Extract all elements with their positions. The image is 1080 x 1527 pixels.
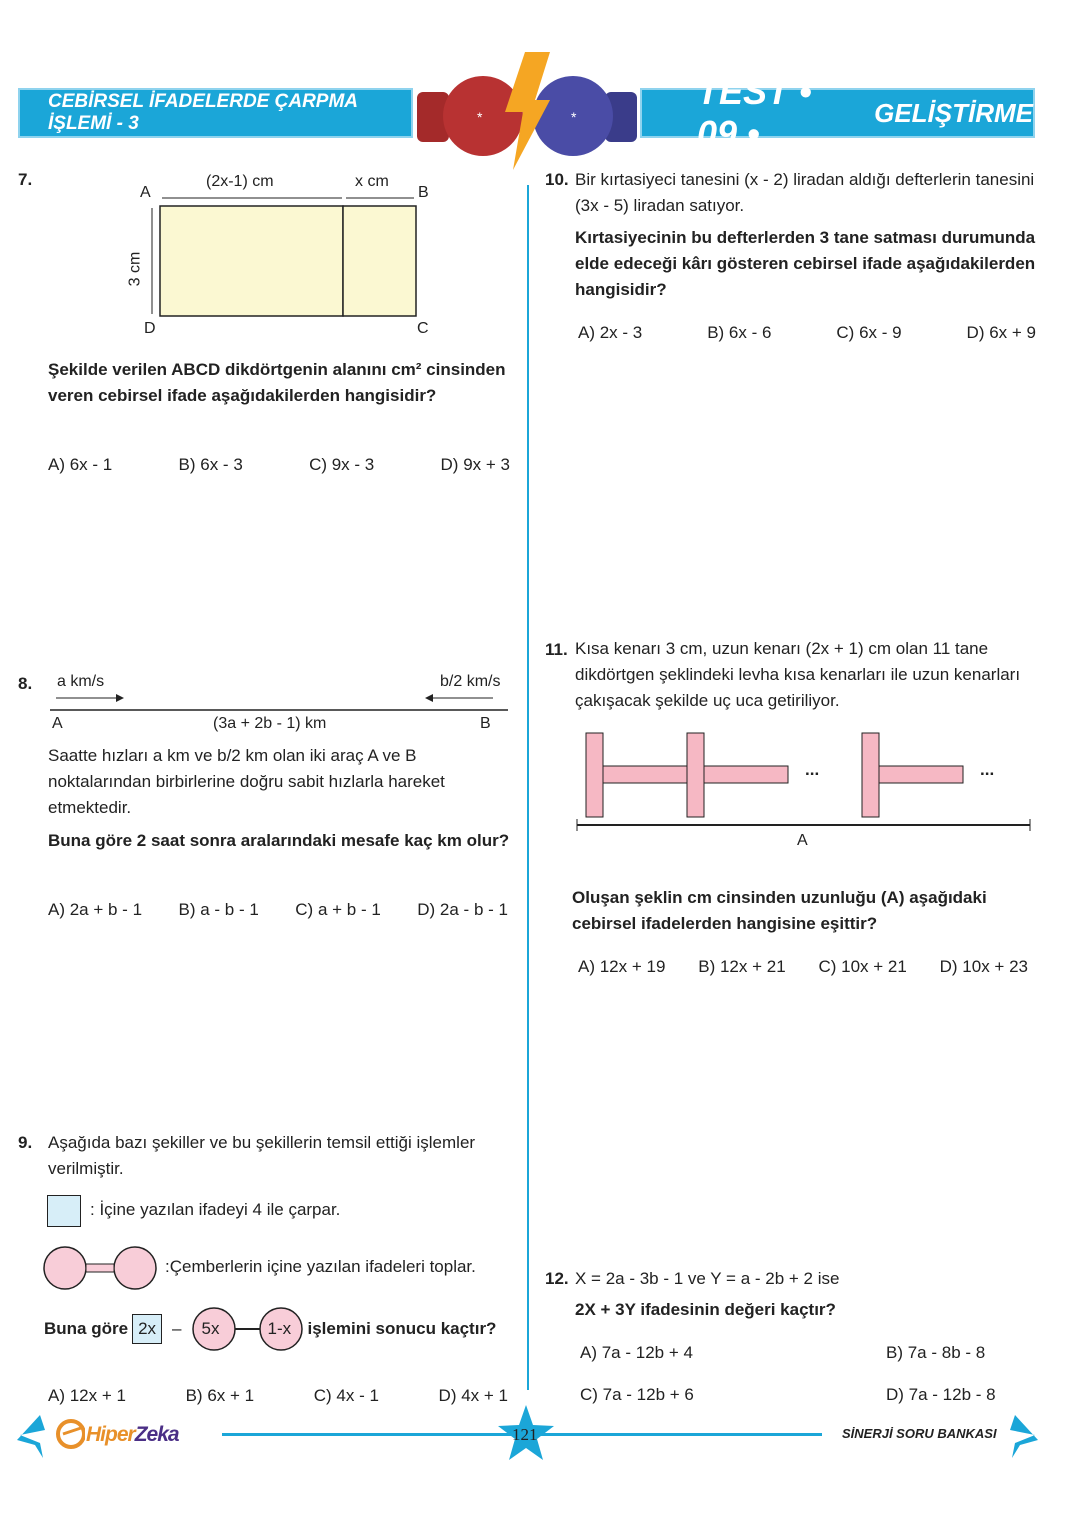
q11-question: Oluşan şeklin cm cinsinden uzunluğu (A) …: [572, 888, 987, 933]
q9-circle-1: 5x: [201, 1319, 220, 1338]
hiperzeka-logo: HiperZeka: [86, 1423, 180, 1446]
q9-options: A) 12x + 1 B) 6x + 1 C) 4x - 1 D) 4x + 1: [48, 1386, 508, 1406]
q7-option-c[interactable]: C) 9x - 3: [309, 455, 375, 474]
q12-number: 12.: [545, 1269, 569, 1288]
q11-planks-figure: [576, 732, 1031, 831]
q11-number: 11.: [545, 640, 568, 659]
q7-question: Şekilde verilen ABCD dikdörtgenin alanın…: [48, 360, 506, 405]
q10-option-d[interactable]: D) 6x + 9: [966, 323, 1036, 342]
q12-text: X = 2a - 3b - 1 ve Y = a - 2b + 2 ise: [575, 1269, 840, 1288]
q8-speed-b: b/2 km/s: [440, 673, 501, 690]
q9-box-value: 2x: [132, 1314, 163, 1344]
q8-option-b[interactable]: B) a - b - 1: [178, 900, 259, 919]
q11-dots-2: ...: [980, 760, 995, 779]
svg-text:*: *: [571, 109, 577, 125]
q7-label-top-left: (2x-1) cm: [206, 173, 274, 190]
star-right-icon: [1010, 1415, 1038, 1458]
hiperzeka-logo-icon: [56, 1419, 85, 1449]
svg-text:*: *: [477, 109, 483, 125]
topic-title: CEBİRSEL İFADELERDE ÇARPMA İŞLEMİ - 3: [48, 91, 358, 134]
q12-question: 2X + 3Y ifadesinin değeri kaçtır?: [575, 1300, 836, 1319]
q8-point-b: B: [480, 715, 491, 732]
q9-number: 9.: [18, 1133, 33, 1152]
q11-option-d[interactable]: D) 10x + 23: [939, 957, 1028, 976]
q10-option-a[interactable]: A) 2x - 3: [578, 323, 643, 342]
star-left-icon: [17, 1415, 45, 1458]
q7-number: 7.: [18, 170, 33, 189]
q8-text: Saatte hızları a km ve b/2 km olan iki a…: [48, 746, 445, 817]
q7-options: A) 6x - 1 B) 6x - 3 C) 9x - 3 D) 9x + 3: [48, 455, 510, 475]
q7-rectangle-figure: [151, 197, 417, 317]
series-name: SİNERJİ SORU BANKASI: [842, 1426, 997, 1441]
test-level: GELİŞTİRME: [874, 97, 1033, 128]
q7-label-side: 3 cm: [126, 251, 144, 287]
q8-distance: (3a + 2b - 1) km: [213, 715, 327, 732]
q11-text: Kısa kenarı 3 cm, uzun kenarı (2x + 1) c…: [575, 639, 1021, 710]
q12-option-d[interactable]: D) 7a - 12b - 8: [886, 1385, 996, 1404]
column-divider: [527, 185, 529, 1390]
q9-option-c[interactable]: C) 4x - 1: [313, 1386, 379, 1405]
boxing-gloves-icon: * *: [417, 52, 637, 170]
q9-option-a[interactable]: A) 12x + 1: [48, 1386, 126, 1405]
test-number: TEST • 09 •: [697, 71, 812, 154]
q8-option-a[interactable]: A) 2a + b - 1: [48, 900, 143, 919]
q8-question: Buna göre 2 saat sonra aralarındaki mesa…: [48, 831, 510, 850]
q8-speed-a: a km/s: [57, 673, 105, 690]
q7-option-d[interactable]: D) 9x + 3: [440, 455, 510, 474]
q11-option-b[interactable]: B) 12x + 21: [698, 957, 786, 976]
q8-option-d[interactable]: D) 2a - b - 1: [417, 900, 508, 919]
q9-question-prefix: Buna göre: [44, 1319, 129, 1338]
q9-option-d[interactable]: D) 4x + 1: [438, 1386, 508, 1405]
q8-option-c[interactable]: C) a + b - 1: [295, 900, 381, 919]
q10-text: Bir kırtasiyeci tanesini (x - 2) liradan…: [575, 170, 1035, 215]
q12-option-b[interactable]: B) 7a - 8b - 8: [886, 1343, 986, 1362]
q11-dots-1: ...: [805, 760, 820, 779]
q9-question-suffix: işlemini sonucu kaçtır?: [307, 1319, 497, 1338]
q7-vertex-c: C: [417, 320, 429, 337]
q8-number: 8.: [18, 674, 33, 693]
page-number: 121: [512, 1425, 538, 1444]
q11-option-c[interactable]: C) 10x + 21: [818, 957, 907, 976]
q9-question: Buna göre 2x – 5x 1-x işlemini sonucu ka…: [44, 1306, 496, 1352]
q8-road-line: [50, 694, 508, 711]
page-star-icon: [498, 1405, 554, 1460]
q7-vertex-a: A: [140, 184, 151, 201]
q11-options: A) 12x + 19 B) 12x + 21 C) 10x + 21 D) 10x …: [578, 957, 1028, 977]
q8-point-a: A: [52, 715, 63, 732]
q12-option-c[interactable]: C) 7a - 12b + 6: [580, 1385, 694, 1404]
q10-option-c[interactable]: C) 6x - 9: [836, 323, 902, 342]
q10-question: Kırtasiyecinin bu defterlerden 3 tane sa…: [575, 228, 1036, 299]
q11-length-label: A: [797, 832, 808, 849]
q10-number: 10.: [545, 170, 569, 189]
q9-option-b[interactable]: B) 6x + 1: [185, 1386, 255, 1405]
q7-option-a[interactable]: A) 6x - 1: [48, 455, 113, 474]
q9-circle-2: 1-x: [267, 1319, 292, 1338]
q12-option-a[interactable]: A) 7a - 12b + 4: [580, 1343, 693, 1362]
q9-square-shape: [47, 1195, 81, 1227]
q7-vertex-b: B: [418, 184, 429, 201]
q9-intro: Aşağıda bazı şekiller ve bu şekillerin t…: [48, 1133, 476, 1178]
q9-square-rule: : İçine yazılan ifadeyi 4 ile çarpar.: [90, 1200, 341, 1219]
q7-vertex-d: D: [144, 320, 156, 337]
q11-option-a[interactable]: A) 12x + 19: [578, 957, 666, 976]
q7-option-b[interactable]: B) 6x - 3: [178, 455, 243, 474]
q8-options: A) 2a + b - 1 B) a - b - 1 C) a + b - 1 D) …: [48, 900, 508, 920]
q7-label-top-right: x cm: [355, 173, 389, 190]
q9-circle-rule: :Çemberlerin içine yazılan ifadeleri top…: [165, 1257, 476, 1276]
test-banner: TEST • 09 • GELİŞTİRME: [640, 71, 1035, 154]
q9-circles-expression: 5x 1-x: [191, 1306, 304, 1352]
q10-options: A) 2x - 3 B) 6x - 6 C) 6x - 9 D) 6x + 9: [578, 323, 1036, 343]
q9-minus: –: [172, 1319, 182, 1338]
topic-banner: CEBİRSEL İFADELERDE ÇARPMA İŞLEMİ - 3: [18, 88, 413, 138]
q9-circles-shape: [43, 1246, 157, 1290]
q10-option-b[interactable]: B) 6x - 6: [707, 323, 772, 342]
